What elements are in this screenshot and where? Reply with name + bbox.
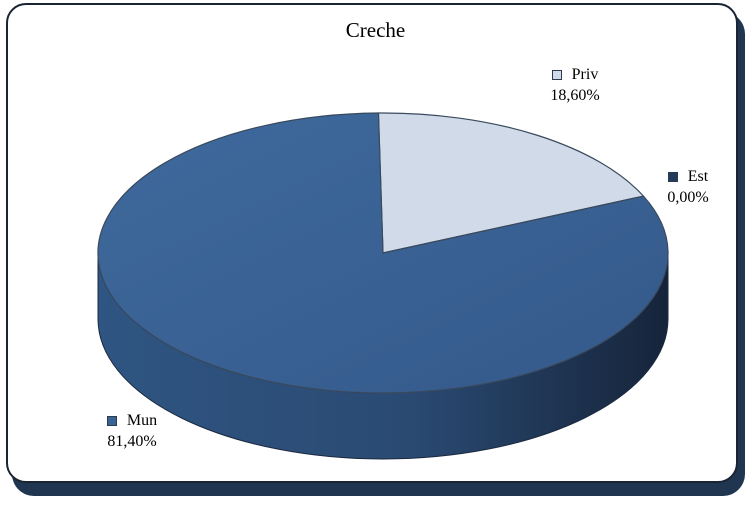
label-priv-value: 18,60% [550,87,600,104]
legend-key-est [667,171,678,182]
label-est: Est 0,00% [643,166,733,208]
label-est-value: 0,00% [667,189,709,206]
label-priv: Priv 18,60% [520,64,630,106]
pie-slice-priv [377,112,645,254]
chart-title: Creche [345,18,406,42]
pie-slice-mun [97,112,669,394]
label-priv-name: Priv [571,66,599,83]
label-mun: Mun 81,40% [82,410,182,452]
legend-key-priv [551,69,562,80]
label-mun-value: 81,40% [107,433,157,450]
legend-key-mun [106,415,117,426]
label-mun-name: Mun [126,412,158,429]
label-est-name: Est [687,168,709,185]
